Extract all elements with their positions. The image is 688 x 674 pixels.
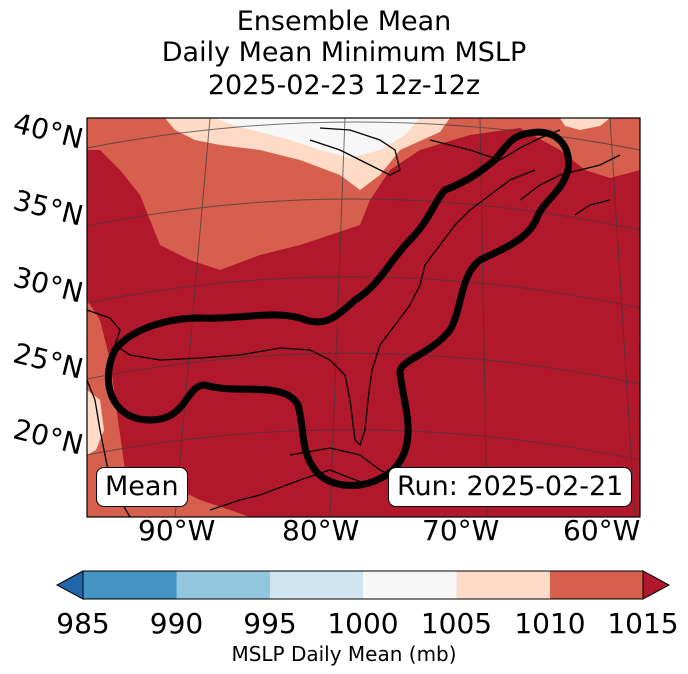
colorbar-bin-995-1000: [270, 571, 363, 599]
field-1000-1005-east: [560, 118, 610, 130]
colorbar-bin-1000-1005: [363, 571, 457, 599]
colorbar-bin-985-990: [83, 571, 177, 599]
colorbar-tick-1000: 1000: [327, 607, 399, 640]
title-line-2: Daily Mean Minimum MSLP: [161, 37, 527, 68]
colorbar-tick-985: 985: [56, 607, 110, 640]
field-1005-1010: [87, 118, 640, 270]
lon-label-60w: 60°W: [563, 514, 641, 547]
mslp-contour: [104, 128, 573, 489]
colorbar-tick-1015: 1015: [607, 607, 679, 640]
field-1005-1010-west: [87, 300, 130, 517]
colorbar-tick-1005: 1005: [420, 607, 493, 640]
colorbar-label: MSLP Daily Mean (mb): [231, 642, 457, 666]
map-frame: [86, 117, 641, 518]
colorbar-under-arrow: [55, 570, 84, 600]
lon-label-90w: 90°W: [138, 514, 216, 547]
run-label-box: Run: 2025-02-21: [388, 467, 633, 507]
colorbar-tick-1010: 1010: [514, 607, 586, 640]
title-line-3: 2025-02-23 12z-12z: [207, 70, 481, 101]
lon-label-70w: 70°W: [422, 514, 500, 547]
lon-label-80w: 80°W: [282, 514, 360, 547]
field-1000-1005-west: [87, 390, 104, 455]
colorbar-tick-995: 995: [243, 607, 297, 640]
colorbar-bin-990-995: [176, 571, 270, 599]
field-995-1000: [215, 118, 420, 158]
mslp-field: [87, 118, 640, 517]
mean-label-box: Mean: [96, 467, 188, 507]
title-line-1: Ensemble Mean: [236, 6, 452, 37]
colorbar-over-arrow: [642, 570, 671, 600]
colorbar-bin-1005-1010: [456, 571, 550, 599]
colorbar-bin-1010-1015: [550, 571, 643, 599]
colorbar-tick-990: 990: [149, 607, 204, 640]
graticule: [87, 118, 640, 517]
